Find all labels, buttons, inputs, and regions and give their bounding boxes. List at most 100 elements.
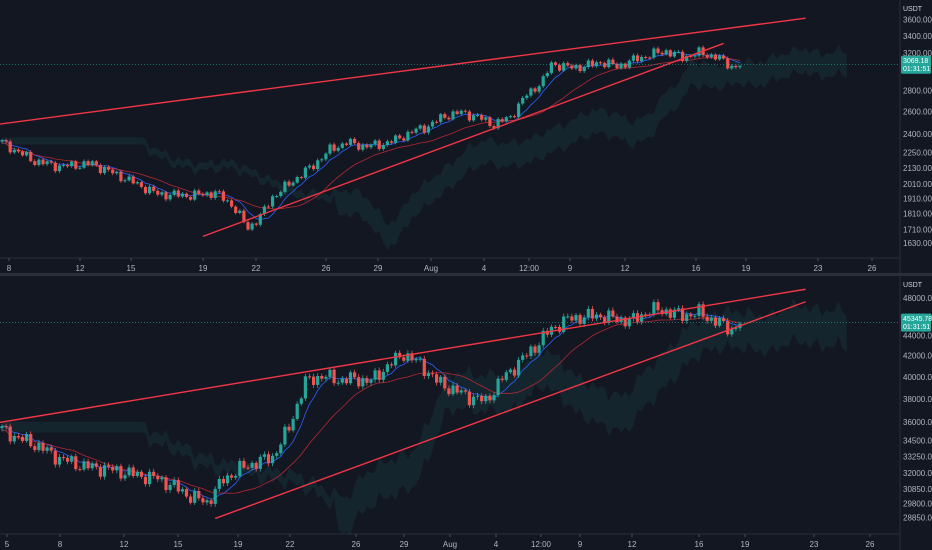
candle-body: [738, 65, 742, 68]
candle-body: [529, 88, 533, 96]
candle-body: [98, 466, 102, 477]
trend-line[interactable]: [0, 288, 806, 424]
candle-body: [685, 314, 689, 321]
candle-body: [533, 346, 537, 353]
candle-body: [627, 318, 631, 327]
candle-body: [619, 63, 623, 69]
candle-body: [693, 315, 697, 317]
candle-body: [74, 161, 78, 169]
candle-body: [271, 455, 275, 464]
candle-body: [500, 119, 504, 122]
candle-body: [541, 76, 545, 87]
y-tick-label: 36000.00: [903, 418, 932, 427]
candle-body: [107, 465, 111, 467]
candle-body: [504, 372, 508, 380]
candle-body: [336, 147, 340, 151]
candle-body: [189, 496, 193, 503]
candle-body: [631, 55, 635, 61]
candle-body: [328, 144, 332, 154]
btc-candlestick-chart[interactable]: USDT 48000.0046000.0044000.0042000.00400…: [0, 276, 932, 550]
y-tick-label: 1910.00: [903, 195, 932, 204]
candle-body: [439, 376, 443, 383]
candle-body: [459, 110, 463, 115]
candle-body: [287, 426, 291, 431]
candle-body: [545, 330, 549, 335]
btc-chart-pane[interactable]: USDT 48000.0046000.0044000.0042000.00400…: [0, 276, 932, 550]
eth-chart-pane[interactable]: USDT 3600.00 3400.00 3200.00 2800.00 2600.00…: [0, 0, 932, 273]
candle-body: [225, 200, 230, 202]
candle-body: [594, 62, 599, 66]
candle-body: [20, 436, 25, 441]
candle-body: [385, 141, 389, 145]
candle-body: [578, 65, 582, 72]
candle-body: [127, 467, 131, 476]
candle-body: [640, 56, 644, 62]
x-tick-label: 29: [374, 264, 383, 273]
x-tick-label: Aug: [443, 540, 457, 549]
candle-body: [463, 390, 467, 392]
candle-body: [111, 466, 115, 471]
ichimoku-cloud: [2, 297, 847, 536]
eth-candlestick-chart[interactable]: USDT 3600.00 3400.00 3200.00 2800.00 2600.00…: [0, 0, 932, 273]
candle-body: [471, 115, 476, 121]
candle-body: [553, 62, 558, 65]
trend-line[interactable]: [214, 301, 806, 520]
candle-body: [521, 355, 525, 360]
x-tick-label: 19: [741, 540, 750, 549]
candle-body: [152, 471, 156, 476]
candle-body: [615, 64, 619, 69]
candle-body: [271, 196, 275, 207]
candle-body: [640, 314, 644, 322]
candle-body: [500, 378, 504, 380]
x-tick-label: 26: [868, 264, 877, 273]
candle-body: [496, 378, 500, 396]
candle-body: [480, 395, 484, 402]
candle-body: [558, 64, 562, 71]
candle-body: [119, 466, 123, 479]
candle-body: [652, 302, 656, 315]
candle-body: [402, 138, 406, 141]
x-tick-label: 26: [866, 540, 875, 549]
candle-body: [570, 316, 574, 321]
candle-body: [574, 314, 578, 321]
candle-body: [217, 478, 221, 489]
candle-body: [504, 117, 508, 122]
candle-body: [201, 498, 205, 503]
candle-body: [512, 116, 517, 118]
y-tick-label: 3400.00: [903, 32, 932, 41]
candle-body: [66, 164, 70, 167]
candle-body: [86, 161, 90, 166]
trend-line[interactable]: [202, 42, 724, 238]
last-price-value: 3069.18: [903, 58, 928, 65]
candle-body: [78, 469, 82, 471]
y-tick-label: 2800.00: [903, 87, 932, 96]
candle-body: [197, 190, 201, 194]
candle-body: [537, 86, 541, 92]
x-tick-label: 9: [568, 264, 573, 273]
candle-body: [689, 314, 693, 317]
candle-body: [193, 491, 197, 503]
candle-body: [689, 55, 693, 57]
candle-body: [254, 462, 258, 469]
candle-body: [385, 364, 389, 372]
candle-body: [184, 489, 189, 497]
candle-body: [127, 176, 131, 181]
candle-body: [435, 374, 439, 383]
candle-body: [299, 398, 303, 404]
candle-body: [29, 434, 33, 447]
candle-body: [615, 316, 619, 323]
trend-line[interactable]: [0, 17, 806, 125]
candle-body: [660, 310, 664, 315]
pane-divider[interactable]: [0, 273, 932, 276]
candle-body: [234, 475, 238, 478]
candle-body: [156, 475, 160, 480]
candle-body: [262, 206, 266, 215]
candle-body: [115, 466, 119, 471]
x-tick-label: 16: [692, 264, 701, 273]
candle-body: [418, 358, 422, 360]
candle-body: [66, 457, 70, 462]
candle-body: [701, 304, 705, 317]
candle-body: [476, 114, 480, 116]
